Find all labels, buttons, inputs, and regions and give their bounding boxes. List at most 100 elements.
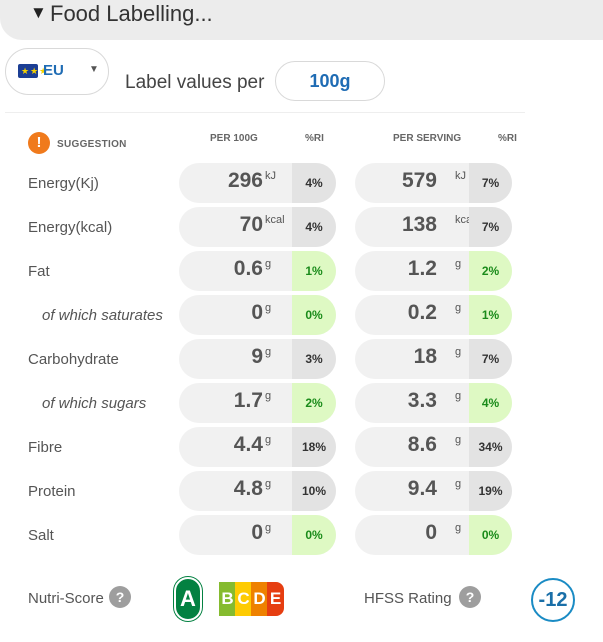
per-100g-value: 0 xyxy=(251,521,263,544)
per-serving-unit: g xyxy=(455,434,462,446)
per-100g-unit: g xyxy=(265,302,272,314)
suggestion-label: SUGGESTION xyxy=(57,139,127,150)
per-100g-ri-percent: 2% xyxy=(292,383,336,423)
per-100g-unit: g xyxy=(265,434,272,446)
per-100g-ri-percent: 10% xyxy=(292,471,336,511)
per-serving-value-cell: 8.6 g 34% xyxy=(355,427,512,467)
per-serving-unit: g xyxy=(455,346,462,358)
per-100g-value: 70 xyxy=(239,213,263,236)
nutrient-name: Energy(Kj) xyxy=(28,175,99,192)
chevron-down-icon: ▼ xyxy=(89,64,99,75)
per-serving-ri-percent: 0% xyxy=(469,515,512,555)
per-100g-ri-percent: 0% xyxy=(292,295,336,335)
hfss-rating-label: HFSS Rating xyxy=(364,590,452,607)
nutrient-name: Salt xyxy=(28,527,54,544)
per-100g-value: 1.7 xyxy=(233,389,263,412)
per-100g-value-cell: 296 kJ 4% xyxy=(179,163,336,203)
per-serving-ri-percent: 2% xyxy=(469,251,512,291)
ri-header-serving: %RI xyxy=(498,133,517,144)
per-100g-ri-percent: 3% xyxy=(292,339,336,379)
nutri-grade-e: E xyxy=(267,582,284,616)
per-serving-value-cell: 18 g 7% xyxy=(355,339,512,379)
per-serving-value: 1.2 xyxy=(407,257,437,280)
per-100g-value-cell: 70 kcal 4% xyxy=(179,207,336,247)
per-100g-value-cell: 9 g 3% xyxy=(179,339,336,379)
per-100g-value: 4.4 xyxy=(233,433,263,456)
per-serving-header: PER SERVING xyxy=(393,133,462,144)
suggestion-icon: ! xyxy=(28,132,50,154)
per-100g-unit: kcal xyxy=(265,214,285,226)
per-100g-unit: kJ xyxy=(265,170,276,182)
nutri-score-label: Nutri-Score xyxy=(28,590,104,607)
region-select[interactable]: ★★★ EU ▼ xyxy=(5,48,109,95)
per-100g-unit: g xyxy=(265,522,272,534)
per-serving-value-cell: 0 g 0% xyxy=(355,515,512,555)
ri-header-100g: %RI xyxy=(305,133,324,144)
label-values-text: Label values per xyxy=(125,72,265,93)
per-serving-value: 0 xyxy=(425,521,437,544)
per-serving-value-cell: 138 kcal7% xyxy=(355,207,512,247)
nutri-grade-d: D xyxy=(251,582,268,616)
per-serving-value: 0.2 xyxy=(407,301,437,324)
per-100g-value-cell: 0 g 0% xyxy=(179,515,336,555)
per-100g-value: 0 xyxy=(251,301,263,324)
per-100g-value-cell: 0.6 g 1% xyxy=(179,251,336,291)
nutri-grade-b: B xyxy=(219,582,236,616)
divider xyxy=(5,112,525,113)
per-serving-unit: g xyxy=(455,522,462,534)
nutri-grade-c: C xyxy=(235,582,252,616)
per-100g-ri-percent: 0% xyxy=(292,515,336,555)
per-serving-ri-percent: 7% xyxy=(469,163,512,203)
per-100g-unit: g xyxy=(265,258,272,270)
per-serving-unit: g xyxy=(455,302,462,314)
per-serving-ri-percent: 34% xyxy=(469,427,512,467)
per-100g-value-cell: 1.7 g 2% xyxy=(179,383,336,423)
region-label: EU xyxy=(43,62,64,79)
per-100g-ri-percent: 1% xyxy=(292,251,336,291)
per-serving-value-cell: 0.2 g 1% xyxy=(355,295,512,335)
per-100g-value: 296 xyxy=(227,169,263,192)
per-serving-unit: g xyxy=(455,478,462,490)
per-serving-ri-percent: 4% xyxy=(469,383,512,423)
per-100g-value-cell: 4.4 g 18% xyxy=(179,427,336,467)
per-serving-unit: kJ xyxy=(455,170,466,182)
per-100g-unit: g xyxy=(265,478,272,490)
section-title: Food Labelling... xyxy=(50,1,213,26)
nutrient-name: of which sugars xyxy=(42,395,147,412)
hfss-rating-badge: -12 xyxy=(531,578,575,622)
per-100g-unit: g xyxy=(265,390,272,402)
nutri-score-help-icon[interactable]: ? xyxy=(109,586,131,608)
food-labelling-header[interactable]: ▼ Food Labelling... xyxy=(0,0,603,40)
per-100g-value: 9 xyxy=(251,345,263,368)
label-amount-input[interactable]: 100g xyxy=(275,61,385,101)
per-100g-value-cell: 0 g 0% xyxy=(179,295,336,335)
per-serving-value-cell: 9.4 g 19% xyxy=(355,471,512,511)
per-serving-ri-percent: 1% xyxy=(469,295,512,335)
per-serving-value: 138 xyxy=(401,213,437,236)
per-100g-ri-percent: 4% xyxy=(292,207,336,247)
per-serving-value: 18 xyxy=(413,345,437,368)
per-serving-value-cell: 3.3 g 4% xyxy=(355,383,512,423)
caret-down-icon[interactable]: ▼ xyxy=(30,3,47,22)
per-serving-value: 8.6 xyxy=(407,433,437,456)
per-serving-ri-percent: 7% xyxy=(469,339,512,379)
per-serving-ri-percent: 7% xyxy=(469,207,512,247)
per-100g-ri-percent: 4% xyxy=(292,163,336,203)
nutrient-name: Fibre xyxy=(28,439,63,456)
per-100g-ri-percent: 18% xyxy=(292,427,336,467)
per-serving-value-cell: 1.2 g 2% xyxy=(355,251,512,291)
nutri-grade-active: A xyxy=(174,577,202,621)
per-100g-header: PER 100G xyxy=(210,133,258,144)
per-serving-value: 9.4 xyxy=(407,477,437,500)
nutrient-name: Carbohydrate xyxy=(28,351,119,368)
per-serving-ri-percent: 19% xyxy=(469,471,512,511)
nutrient-name: Fat xyxy=(28,263,50,280)
per-serving-unit: g xyxy=(455,390,462,402)
per-100g-value-cell: 4.8 g 10% xyxy=(179,471,336,511)
nutrient-name: Protein xyxy=(28,483,76,500)
per-serving-unit: g xyxy=(455,258,462,270)
per-100g-unit: g xyxy=(265,346,272,358)
per-100g-value: 0.6 xyxy=(233,257,263,280)
hfss-help-icon[interactable]: ? xyxy=(459,586,481,608)
